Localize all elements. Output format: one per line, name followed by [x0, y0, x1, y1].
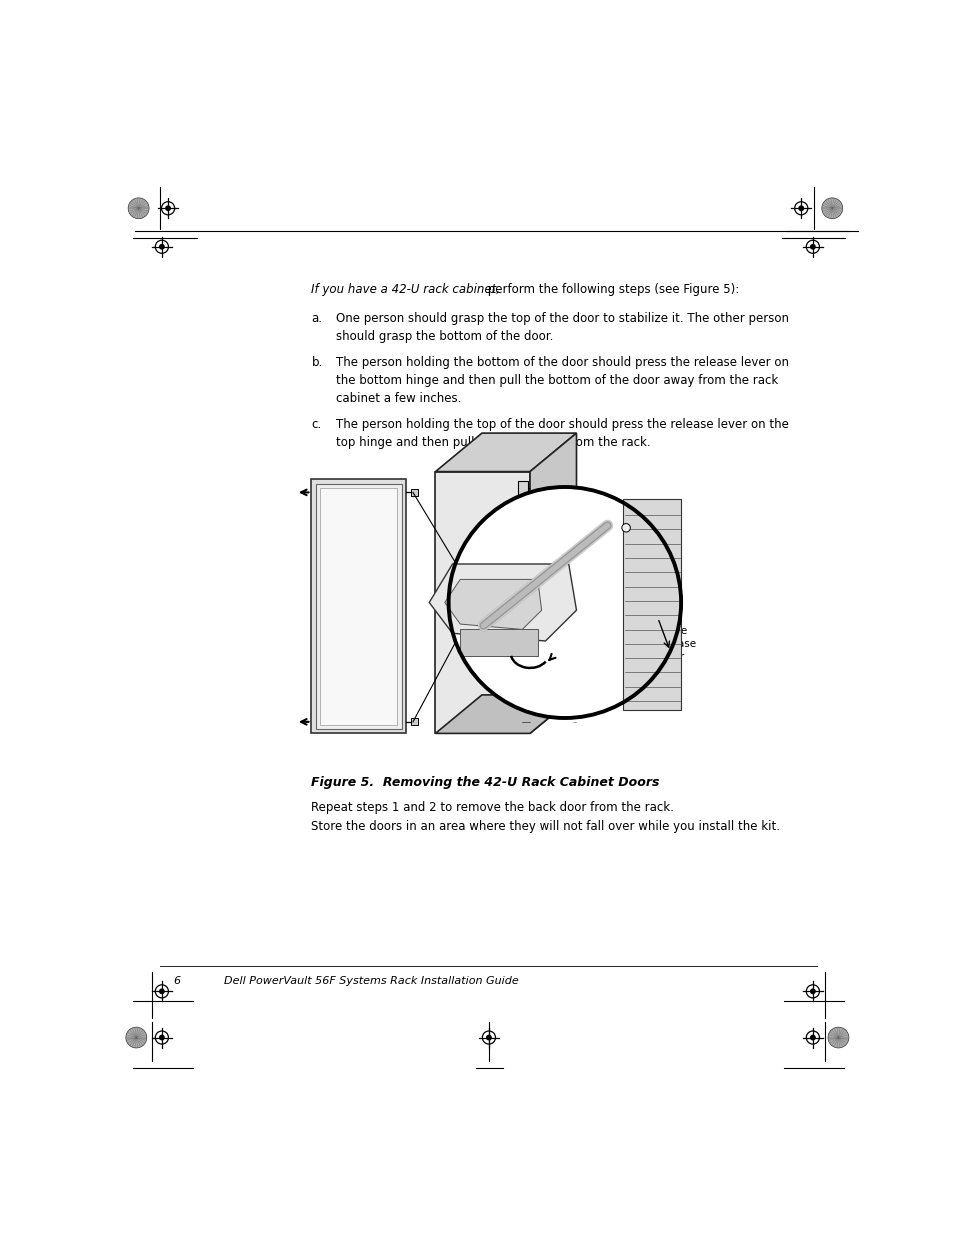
Circle shape [798, 205, 803, 211]
Polygon shape [444, 579, 541, 630]
FancyBboxPatch shape [435, 472, 530, 734]
Circle shape [165, 205, 171, 211]
Text: c.: c. [311, 417, 321, 431]
Circle shape [159, 1035, 165, 1040]
Circle shape [126, 1028, 147, 1049]
Circle shape [827, 1028, 848, 1049]
Text: Dell PowerVault 56F Systems Rack Installation Guide: Dell PowerVault 56F Systems Rack Install… [224, 976, 518, 986]
FancyBboxPatch shape [315, 484, 401, 729]
Polygon shape [435, 695, 576, 734]
Text: Repeat steps 1 and 2 to remove the back door from the rack.: Repeat steps 1 and 2 to remove the back … [311, 802, 674, 814]
Circle shape [821, 198, 841, 219]
Circle shape [448, 487, 680, 718]
Text: 6: 6 [173, 976, 180, 986]
Polygon shape [429, 564, 576, 641]
Polygon shape [435, 433, 576, 472]
Text: Store the doors in an area where they will not fall over while you install the k: Store the doors in an area where they wi… [311, 820, 780, 834]
Text: The person holding the bottom of the door should press the release lever on
the : The person holding the bottom of the doo… [335, 356, 788, 405]
Circle shape [809, 1035, 815, 1040]
Circle shape [159, 988, 165, 994]
FancyBboxPatch shape [311, 479, 406, 734]
Circle shape [128, 198, 149, 219]
Polygon shape [530, 433, 576, 734]
Text: b.: b. [311, 356, 322, 369]
Polygon shape [459, 630, 537, 656]
Text: a.: a. [311, 312, 322, 325]
FancyBboxPatch shape [517, 480, 527, 501]
FancyBboxPatch shape [320, 488, 396, 725]
FancyBboxPatch shape [622, 499, 680, 710]
Text: One person should grasp the top of the door to stabilize it. The other person
sh: One person should grasp the top of the d… [335, 312, 788, 343]
Circle shape [809, 243, 815, 249]
Text: If you have a 42-U rack cabinet,: If you have a 42-U rack cabinet, [311, 283, 500, 296]
Text: Figure 5.  Removing the 42-U Rack Cabinet Doors: Figure 5. Removing the 42-U Rack Cabinet… [311, 776, 659, 789]
Circle shape [809, 988, 815, 994]
FancyBboxPatch shape [411, 719, 418, 725]
Circle shape [159, 243, 165, 249]
Text: The person holding the top of the door should press the release lever on the
top: The person holding the top of the door s… [335, 417, 788, 448]
Circle shape [485, 1035, 492, 1040]
Text: perform the following steps (see Figure 5):: perform the following steps (see Figure … [483, 283, 738, 296]
Circle shape [621, 524, 630, 532]
FancyBboxPatch shape [411, 489, 418, 496]
Text: hinge
release
lever: hinge release lever [658, 626, 696, 662]
